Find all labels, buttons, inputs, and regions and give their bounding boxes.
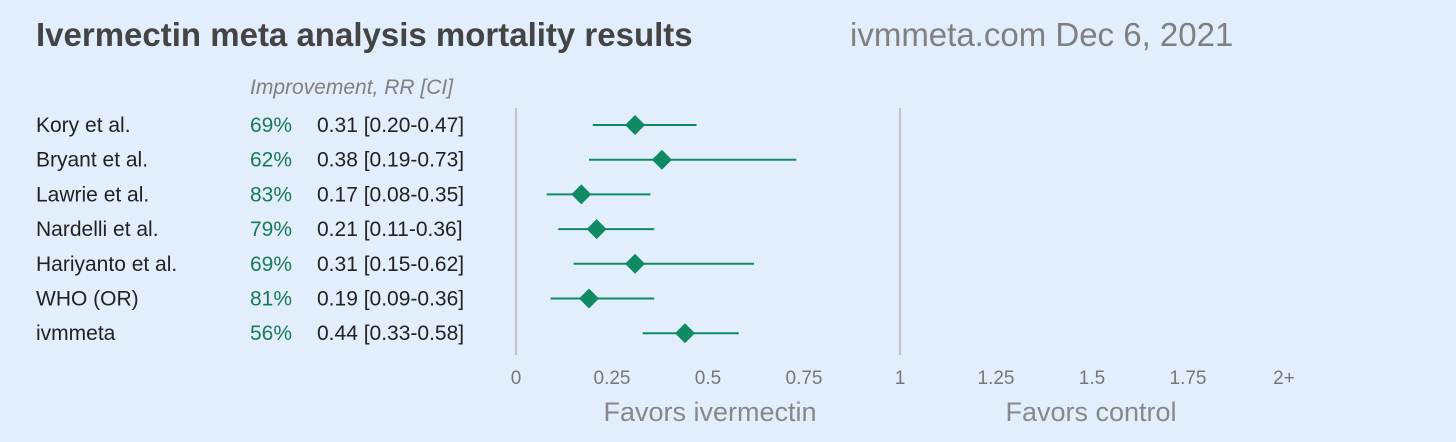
study-name: Kory et al.: [36, 114, 131, 137]
favors-control-label: Favors control: [1005, 397, 1176, 427]
study-name: Hariyanto et al.: [36, 253, 177, 276]
plot-marks: [546, 115, 797, 344]
study-name: Nardelli et al.: [36, 218, 159, 241]
point-estimate-marker: [674, 323, 695, 344]
x-tick-label: 0.5: [695, 368, 721, 389]
improvement-value: 79%: [250, 218, 292, 241]
x-tick-label: 1.5: [1079, 368, 1105, 389]
rr-ci-value: 0.31 [0.15-0.62]: [317, 253, 464, 276]
x-axis-ticks: 0 0.25 0.5 0.75 1 1.25 1.5 1.75 2+: [511, 368, 1295, 389]
x-tick-label: 2+: [1273, 368, 1295, 389]
column-header: Improvement, RR [CI]: [250, 76, 454, 99]
point-estimate-marker: [586, 219, 607, 240]
rr-ci-value: 0.21 [0.11-0.36]: [317, 218, 463, 241]
rr-ci-value: 0.17 [0.08-0.35]: [317, 183, 464, 206]
x-tick-label: 0.25: [594, 368, 631, 389]
improvement-value: 83%: [250, 183, 292, 206]
rr-ci-value: 0.19 [0.09-0.36]: [317, 288, 464, 311]
source-date: ivmmeta.com Dec 6, 2021: [850, 16, 1233, 53]
study-name: ivmmeta: [36, 322, 116, 345]
improvement-value: 56%: [250, 322, 292, 345]
improvement-value: 62%: [250, 149, 292, 172]
improvement-value: 69%: [250, 253, 292, 276]
study-name: WHO (OR): [36, 288, 139, 311]
study-name: Lawrie et al.: [36, 183, 149, 206]
point-estimate-marker: [625, 253, 646, 274]
x-tick-label: 1: [895, 368, 906, 389]
point-estimate-marker: [625, 115, 646, 135]
improvement-value: 69%: [250, 114, 292, 137]
point-estimate-marker: [571, 184, 592, 205]
x-tick-label: 1.75: [1170, 368, 1207, 389]
study-rows: Kory et al. 69% 0.31 [0.20-0.47] Bryant et …: [36, 114, 464, 345]
x-tick-label: 1.25: [978, 368, 1015, 389]
point-estimate-marker: [651, 149, 672, 170]
x-tick-label: 0.75: [786, 368, 823, 389]
study-name: Bryant et al.: [36, 149, 148, 172]
x-tick-label: 0: [511, 368, 522, 389]
chart-title: Ivermectin meta analysis mortality resul…: [36, 16, 693, 53]
favors-ivermectin-label: Favors ivermectin: [603, 397, 816, 427]
rr-ci-value: 0.31 [0.20-0.47]: [317, 114, 464, 137]
improvement-value: 81%: [250, 288, 292, 311]
rr-ci-value: 0.44 [0.33-0.58]: [317, 322, 464, 345]
point-estimate-marker: [578, 288, 599, 309]
rr-ci-value: 0.38 [0.19-0.73]: [317, 149, 464, 172]
